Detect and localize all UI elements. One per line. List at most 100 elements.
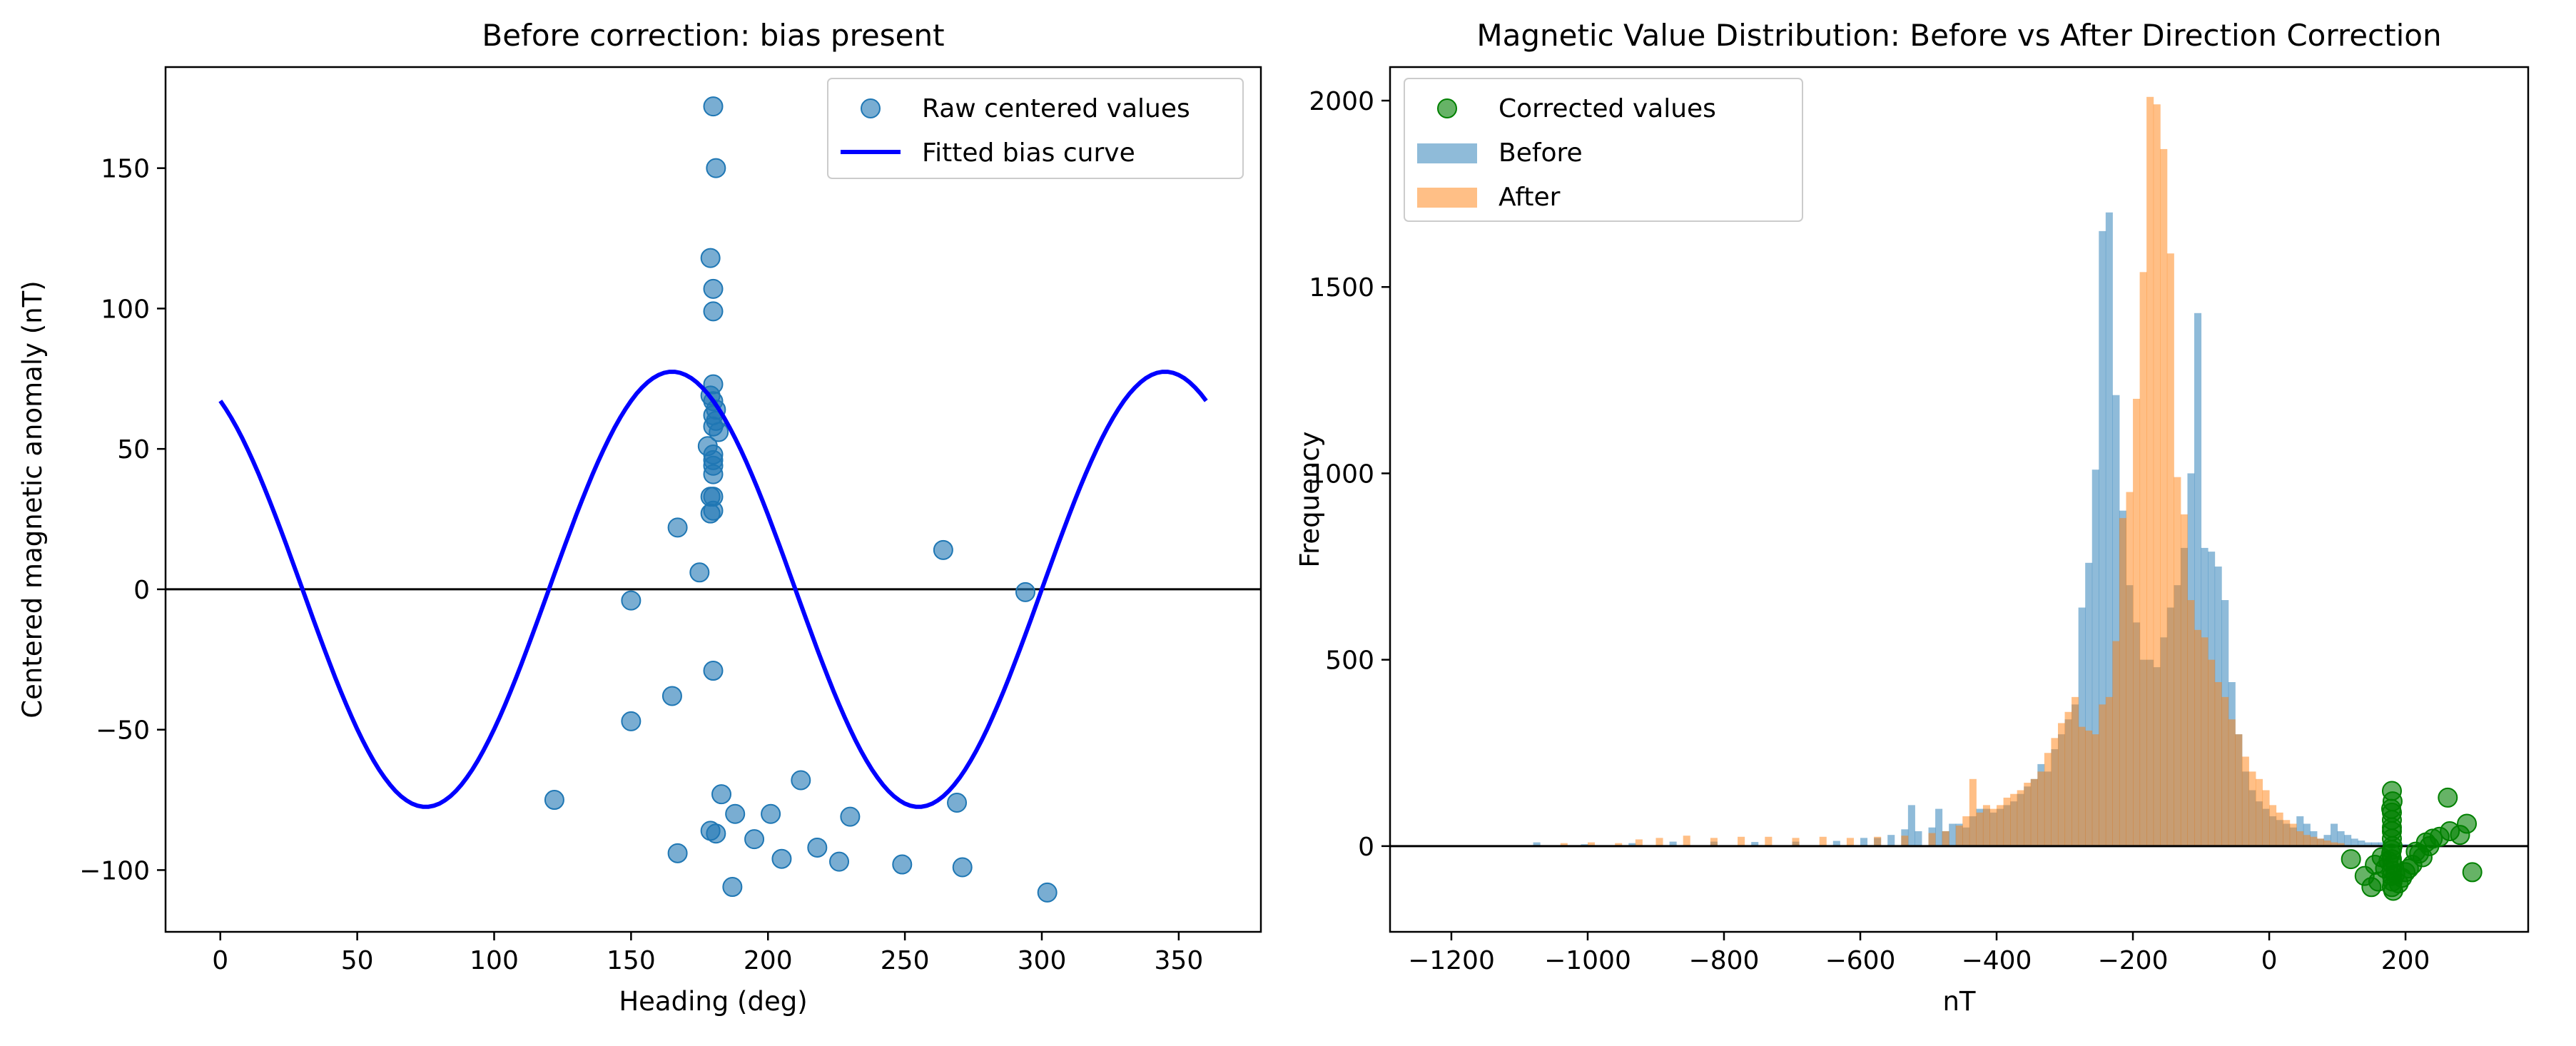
before-bar-2 (1628, 843, 1636, 846)
corrected-value-point-41 (2462, 862, 2483, 883)
after-bar-4 (1655, 838, 1663, 846)
fitted-bias-curve (218, 370, 1208, 809)
left-y-axis-label: Centered magnetic anomaly (nT) (17, 280, 48, 718)
raw-value-point-2 (700, 248, 721, 268)
raw-value-point-41 (667, 843, 688, 863)
ax1-y-tick-label-3: 50 (117, 435, 150, 464)
right-chart: −1200 −1000 −800 −600 −400 −200 0 2000500100015… (1294, 18, 2530, 1017)
ax2-x-tick-label-3: −600 (1825, 946, 1896, 975)
ax1-x-tick-label-5: 250 (881, 946, 930, 975)
before-bar-77 (2358, 841, 2365, 846)
after-bar-39 (2112, 641, 2120, 846)
raw-value-point-22 (667, 517, 688, 538)
before-bar-3 (1669, 841, 1677, 846)
raw-value-point-21 (700, 503, 721, 524)
raw-value-point-36 (947, 792, 968, 813)
after-bar-14 (1928, 833, 1936, 846)
raw-value-point-40 (807, 837, 828, 858)
raw-value-point-27 (703, 661, 724, 681)
ax1-x-tick-label-4: 200 (744, 946, 793, 975)
legend-marker-before (1417, 143, 1477, 163)
raw-value-point-35 (840, 806, 861, 827)
after-bar-64 (2283, 820, 2291, 846)
ax1-y-tick-label-4: 100 (101, 295, 150, 324)
after-bar-66 (2296, 831, 2304, 846)
corrected-value-point-30 (2361, 877, 2382, 898)
raw-value-point-29 (621, 711, 642, 731)
right-legend-box (1404, 78, 1803, 222)
after-bar-26 (2024, 783, 2032, 846)
ax2-y-tick-label-3: 1500 (1309, 273, 1374, 303)
right-chart-title: Magnetic Value Distribution: Before vs A… (1476, 18, 2441, 53)
after-bar-42 (2133, 398, 2141, 846)
right-chart-ticks: −1200 −1000 −800 −600 −400 −200 0 2000500100015… (1309, 87, 2430, 975)
corrected-value-point-37 (2438, 787, 2458, 808)
after-bar-32 (2064, 711, 2072, 846)
after-bar-21 (1989, 808, 1997, 846)
after-bar-10 (1819, 836, 1827, 846)
raw-value-point-24 (933, 539, 953, 560)
after-bar-6 (1710, 838, 1718, 846)
before-bar-73 (2331, 823, 2338, 846)
ax2-x-tick-label-5: −200 (2098, 946, 2169, 975)
right-legend: Corrected values Before After (1404, 78, 1803, 222)
raw-value-point-45 (952, 857, 973, 878)
raw-value-point-28 (661, 686, 682, 706)
after-bar-17 (1962, 816, 1970, 846)
left-chart-ticks: 0 50 100 150 200 250 300 350 −100 −50 0 50 100 150 (79, 155, 1203, 975)
ax2-x-tick-label-4: −400 (1962, 946, 2032, 975)
after-bar-47 (2166, 253, 2174, 846)
ax2-y-tick-label-1: 500 (1325, 646, 1374, 676)
after-bar-50 (2187, 600, 2195, 846)
after-bar-8 (1765, 836, 1773, 846)
left-legend-box (827, 78, 1244, 179)
ax2-x-tick-label-7: 200 (2381, 946, 2430, 975)
after-bar-7 (1738, 836, 1745, 846)
before-bar-76 (2351, 838, 2358, 846)
after-bar-19 (1976, 812, 1984, 846)
after-bar-53 (2208, 659, 2216, 846)
after-bar-71 (2331, 842, 2338, 846)
before-bar-75 (2344, 835, 2352, 846)
after-bar-11 (1846, 838, 1854, 846)
before-bar-72 (2323, 835, 2331, 846)
before-bar-0 (1533, 842, 1541, 846)
after-bar-34 (2078, 726, 2086, 846)
ax2-x-tick-label-1: −1000 (1544, 946, 1631, 975)
after-bar-31 (2057, 723, 2066, 846)
after-bar-40 (2119, 518, 2126, 846)
raw-value-point-32 (725, 803, 746, 824)
before-bar-38 (2091, 469, 2099, 846)
raw-value-point-25 (621, 590, 642, 611)
before-bar-17 (1949, 823, 1957, 846)
raw-value-point-26 (1015, 582, 1035, 602)
before-bar-13 (1915, 831, 1922, 846)
raw-value-point-34 (791, 770, 811, 791)
ax1-x-tick-label-3: 150 (607, 946, 656, 975)
after-bar-3 (1635, 839, 1643, 846)
after-bar-24 (2010, 793, 2018, 846)
after-bar-37 (2099, 704, 2106, 846)
raw-value-point-30 (544, 790, 564, 811)
after-bar-28 (2037, 771, 2045, 846)
after-bar-23 (2003, 797, 2011, 846)
after-bar-20 (1982, 805, 1990, 846)
legend-label-before: Before (1499, 138, 1583, 168)
after-bar-43 (2139, 272, 2147, 846)
left-scatter-points (544, 96, 1058, 903)
raw-value-point-4 (703, 301, 724, 322)
before-bar-8 (1860, 838, 1868, 846)
corrected-value-point-40 (2457, 813, 2478, 834)
raw-value-point-46 (722, 877, 743, 898)
left-chart-frame (164, 66, 1262, 933)
after-bar-48 (2174, 477, 2181, 846)
after-bar-25 (2017, 790, 2024, 846)
raw-value-point-12 (709, 422, 729, 442)
after-bar-16 (1955, 826, 1963, 846)
raw-value-point-23 (689, 562, 710, 583)
after-bar-58 (2241, 756, 2249, 846)
after-bar-72 (2337, 843, 2345, 846)
ax2-y-tick-label-0: 0 (1358, 833, 1374, 862)
after-bar-69 (2316, 838, 2324, 846)
